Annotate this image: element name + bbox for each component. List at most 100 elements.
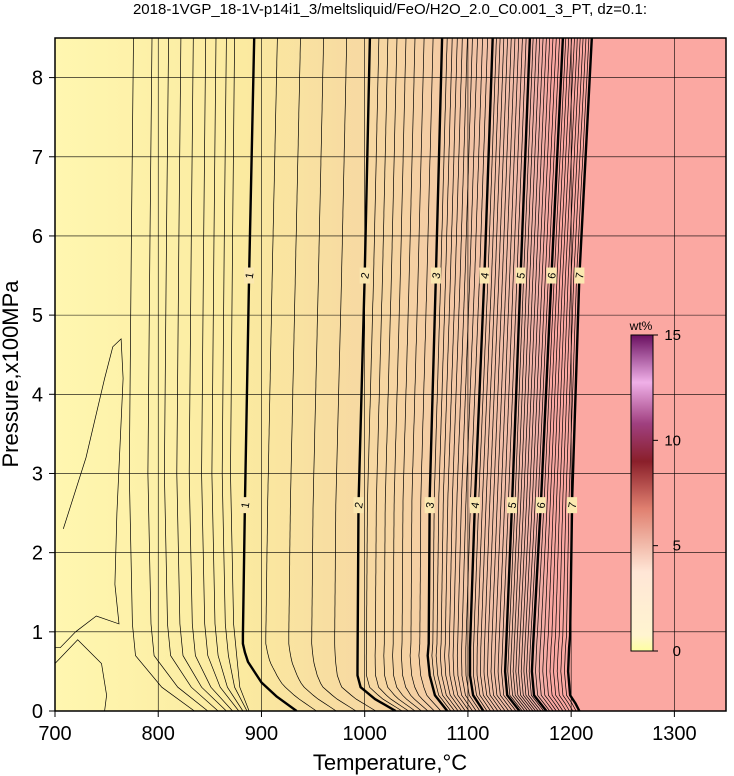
heatmap-field <box>55 38 726 711</box>
contour-label: 5 <box>515 272 528 280</box>
contour-line-2 <box>356 38 397 711</box>
contour-line-minor <box>456 38 478 711</box>
contour-line-minor <box>444 38 463 711</box>
contour-label-bg <box>424 497 435 514</box>
contour-label: 1 <box>244 272 257 280</box>
x-tick-label: 1000 <box>342 723 387 745</box>
contour-line-minor <box>497 38 523 711</box>
contour-line-minor <box>507 38 534 711</box>
contour-label-bg <box>567 497 578 514</box>
contour-label-bg <box>359 267 370 284</box>
contour-label-bg <box>506 497 517 514</box>
contour-line-1 <box>241 38 298 711</box>
contour-line-minor <box>265 38 317 711</box>
x-axis: 700 800 900 1000 1100 1200 1300 <box>38 711 697 745</box>
y-tick-label: 0 <box>32 701 43 723</box>
contour-label: 7 <box>574 272 587 280</box>
contour-line-minor <box>311 38 357 711</box>
contour-label-bg <box>353 497 364 514</box>
contour-label-bg <box>239 497 250 514</box>
contour-line-minor <box>418 38 442 711</box>
x-tick-label: 700 <box>38 723 71 745</box>
contour-line-minor <box>55 639 107 711</box>
contour-line-minor <box>431 38 452 711</box>
contour-line-minor <box>452 38 473 711</box>
contour-line-minor <box>564 38 590 711</box>
colorbar-title: wt% <box>629 319 653 333</box>
x-tick-label: 1100 <box>446 723 489 745</box>
y-tick-label: 8 <box>32 68 43 90</box>
contour-line-minor <box>515 38 544 711</box>
contour-line-minor <box>549 38 578 711</box>
contour-line-minor <box>334 38 376 711</box>
contour-label-bg <box>430 267 441 284</box>
contour-line-minor <box>487 38 512 711</box>
contour-line-minor <box>392 38 422 711</box>
contour-label: 3 <box>424 501 437 509</box>
contour-line-minor <box>546 38 575 711</box>
contour-line-minor <box>510 38 537 711</box>
contour-line-minor <box>518 38 547 711</box>
y-tick-label: 3 <box>32 463 43 485</box>
contour-line-minor <box>560 38 587 711</box>
contour-line-minor <box>523 38 554 711</box>
y-axis-label: Pressure,x100MPa <box>0 280 23 468</box>
contour-line-minor <box>483 38 508 711</box>
y-tick-label: 4 <box>32 384 43 406</box>
contour-label: 5 <box>507 501 520 509</box>
contour-line-minor <box>473 38 497 711</box>
contour-line-minor <box>383 38 416 711</box>
contour-line-minor <box>401 38 429 711</box>
contour-label: 4 <box>469 501 482 509</box>
colorbar-tick-label: 10 <box>664 432 681 449</box>
colorbar: wt% 0 5 10 15 <box>629 319 681 660</box>
contour-line-minor <box>494 38 520 711</box>
contour-line-minor <box>490 38 516 711</box>
colorbar-tick-label: 15 <box>664 327 681 344</box>
colorbar-tick-label: 5 <box>673 538 681 555</box>
contour-label-bg <box>244 267 255 284</box>
y-tick-label: 2 <box>32 543 43 565</box>
contour-label-bg <box>515 267 526 284</box>
contour-line-minor <box>476 38 501 711</box>
minor-contours <box>55 38 590 711</box>
contour-label-bg <box>535 497 546 514</box>
contour-line-minor <box>528 38 560 711</box>
x-tick-label: 1300 <box>652 723 697 745</box>
y-tick-label: 6 <box>32 226 43 248</box>
contour-label: 2 <box>359 272 372 280</box>
y-tick-label: 1 <box>32 622 43 644</box>
contour-line-7 <box>566 38 593 711</box>
y-tick-label: 7 <box>32 147 43 169</box>
contour-line-minor <box>465 38 488 711</box>
contour-label: 1 <box>239 501 252 509</box>
colorbar-tick-label: 0 <box>673 643 681 660</box>
contour-line-minor <box>553 38 581 711</box>
contour-line-minor <box>409 38 435 711</box>
x-tick-label: 900 <box>245 723 278 745</box>
x-tick-label: 800 <box>142 723 175 745</box>
y-axis: 0 1 2 3 4 5 6 7 8 <box>32 68 55 723</box>
contour-line-minor <box>535 38 567 711</box>
colorbar-ticks: 0 5 10 15 <box>653 327 681 660</box>
contour-label-bg <box>574 267 585 284</box>
contour-line-minor <box>512 38 541 711</box>
x-tick-label: 1200 <box>549 723 594 745</box>
contour-label: 3 <box>430 272 443 280</box>
plot-frame <box>54 37 727 712</box>
contour-label-bg <box>546 267 557 284</box>
contour-label: 2 <box>353 501 366 509</box>
contour-line-minor <box>526 38 557 711</box>
plot-area: 1 1 2 2 3 3 4 4 5 5 6 6 7 7 <box>55 38 726 711</box>
contour-label-bg <box>469 497 480 514</box>
contour-line-minor <box>440 38 459 711</box>
grid-lines <box>55 38 726 711</box>
contour-label: 4 <box>479 272 492 280</box>
y-tick-label: 5 <box>32 305 43 327</box>
x-axis-label: Temperature,°C <box>313 750 467 775</box>
contour-line-minor <box>374 38 409 711</box>
chart-title: 2018-1VGP_18-1V-p14i1_3/meltsliquid/FeO/… <box>133 1 647 18</box>
contour-line-minor <box>501 38 527 711</box>
contour-line-minor <box>556 38 584 711</box>
colorbar-gradient <box>630 334 654 652</box>
